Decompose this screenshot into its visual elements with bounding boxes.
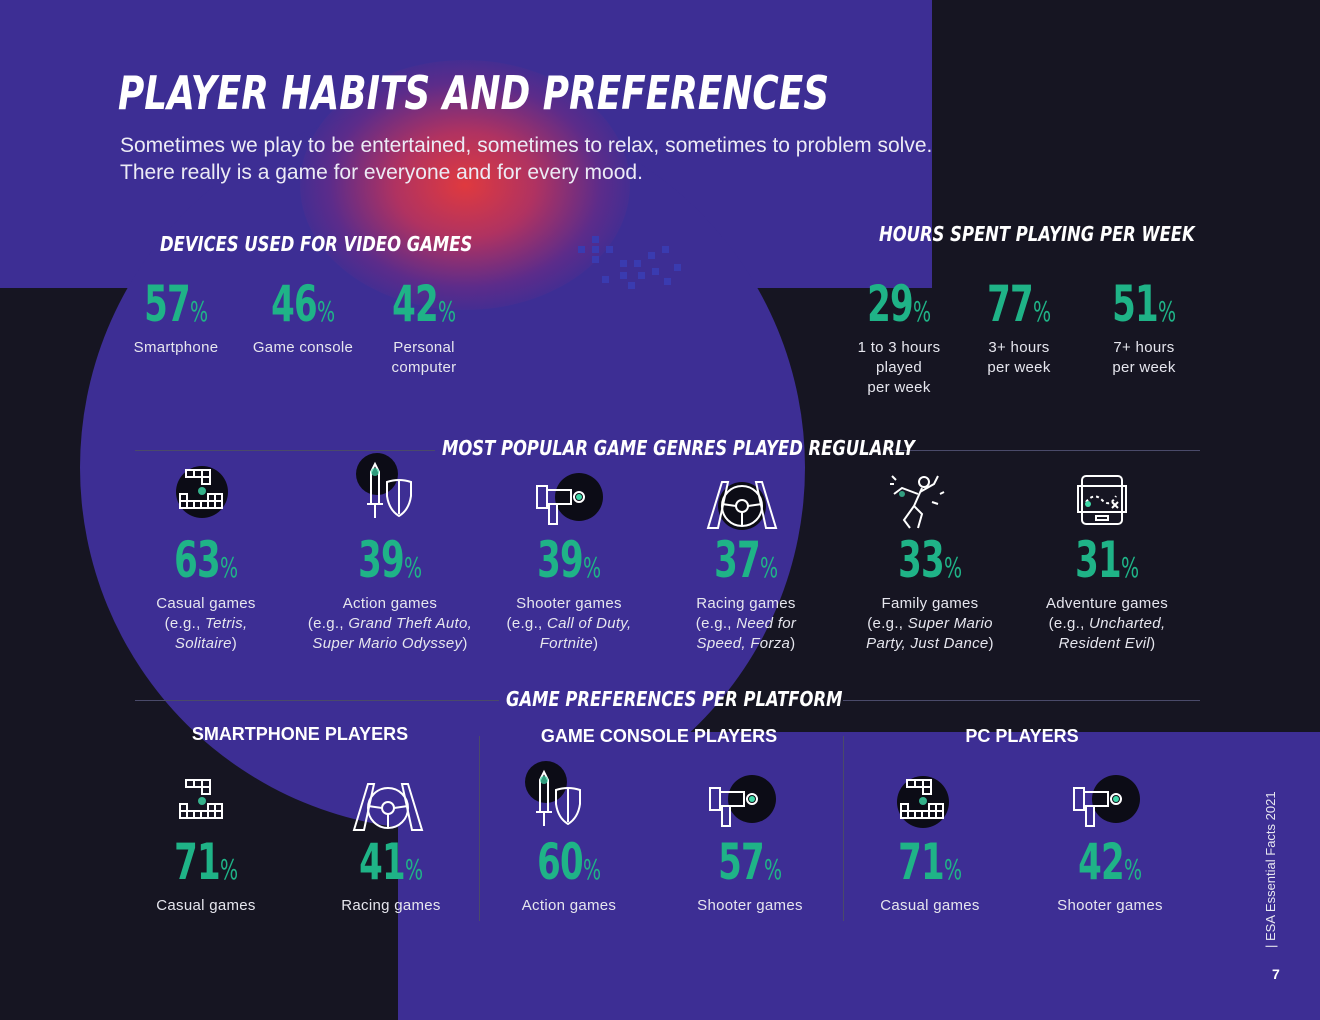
stat-value: 33% xyxy=(897,531,963,589)
steering-wheel-icon xyxy=(352,783,424,831)
page-subtitle: Sometimes we play to be entertained, som… xyxy=(120,132,932,186)
stat-label: Game console xyxy=(252,339,354,356)
genre-stat-action: 39% Action games (e.g., Grand Theft Auto… xyxy=(300,534,480,654)
blocks-icon xyxy=(179,779,223,819)
genre-stat-shooter: 39% Shooter games (e.g., Call of Duty, F… xyxy=(494,534,644,654)
pixel-dots-decoration xyxy=(578,236,698,296)
blaster-icon xyxy=(709,775,776,827)
stat-label: Smartphone xyxy=(133,339,219,356)
hours-stat-1-3: 29% 1 to 3 hours played per week xyxy=(824,278,974,398)
stat-label: Racing games xyxy=(341,897,441,914)
sword-shield-icon xyxy=(525,761,581,826)
divider xyxy=(843,700,1200,701)
blaster-icon xyxy=(536,473,603,525)
stat-value: 39% xyxy=(536,531,602,589)
subtitle-line-1: Sometimes we play to be entertained, som… xyxy=(120,134,933,157)
stat-value: 63% xyxy=(173,531,239,589)
stat-value: 29% xyxy=(866,275,932,333)
stat-label: Shooter games (e.g., Call of Duty, Fortn… xyxy=(506,595,632,652)
stat-value: 57% xyxy=(717,833,783,891)
smartphone-players-title: SMARTPHONE PLAYERS xyxy=(191,724,409,744)
sword-shield-icon xyxy=(356,453,412,518)
stat-label: Shooter games xyxy=(1057,897,1163,914)
smartphone-stat-racing: 41% Racing games xyxy=(316,836,466,916)
console-stat-shooter: 57% Shooter games xyxy=(675,836,825,916)
stat-label: 1 to 3 hours played per week xyxy=(857,339,941,396)
pc-stat-casual: 71% Casual games xyxy=(855,836,1005,916)
stat-value: 42% xyxy=(1077,833,1143,891)
blocks-icon xyxy=(176,466,228,518)
stat-label: 7+ hours per week xyxy=(1112,339,1176,376)
console-stat-action: 60% Action games xyxy=(494,836,644,916)
genre-stat-casual: 63% Casual games (e.g., Tetris, Solitair… xyxy=(131,534,281,654)
column-divider xyxy=(479,736,480,921)
stat-value: 71% xyxy=(173,833,239,891)
device-stat-console: 46% Game console xyxy=(228,278,378,358)
column-divider xyxy=(843,736,844,921)
blocks-icon xyxy=(897,776,949,828)
steering-wheel-icon xyxy=(706,481,778,530)
smartphone-stat-casual: 71% Casual games xyxy=(131,836,281,916)
stat-value: 31% xyxy=(1074,531,1140,589)
page-title: PLAYER HABITS AND PREFERENCES xyxy=(118,66,830,120)
subtitle-line-2: There really is a game for everyone and … xyxy=(120,161,643,184)
treasure-map-icon xyxy=(1077,475,1127,525)
stat-label: Family games (e.g., Super Mario Party, J… xyxy=(866,595,994,652)
stat-label: Personal computer xyxy=(391,339,457,376)
stat-label: Casual games xyxy=(880,897,980,914)
divider xyxy=(886,450,1200,451)
platforms-heading: GAME PREFERENCES PER PLATFORM xyxy=(506,687,843,711)
stat-label: 3+ hours per week xyxy=(987,339,1051,376)
stat-label: Action games (e.g., Grand Theft Auto, Su… xyxy=(307,595,473,652)
page-number: 7 xyxy=(1272,966,1280,982)
stat-label: Racing games (e.g., Need for Speed, Forz… xyxy=(695,595,797,652)
hours-stat-7plus: 51% 7+ hours per week xyxy=(1069,278,1219,378)
divider xyxy=(135,700,499,701)
hours-stat-3plus: 77% 3+ hours per week xyxy=(944,278,1094,378)
stat-value: 71% xyxy=(897,833,963,891)
stat-label: Action games xyxy=(521,897,617,914)
stat-value: 39% xyxy=(357,531,423,589)
genre-stat-racing: 37% Racing games (e.g., Need for Speed, … xyxy=(671,534,821,654)
stat-value: 37% xyxy=(713,531,779,589)
stat-value: 41% xyxy=(358,833,424,891)
side-footer-text: | ESA Essential Facts 2021 xyxy=(1263,791,1278,948)
pc-players-title: PC PLAYERS xyxy=(965,726,1079,746)
stat-label: Casual games xyxy=(156,897,256,914)
blaster-icon xyxy=(1073,775,1140,827)
hours-heading: HOURS SPENT PLAYING PER WEEK xyxy=(879,222,1195,246)
stat-value: 77% xyxy=(986,275,1052,333)
genre-stat-adventure: 31% Adventure games (e.g., Uncharted, Re… xyxy=(1027,534,1187,654)
device-stat-smartphone: 57% Smartphone xyxy=(101,278,251,358)
devices-heading: DEVICES USED FOR VIDEO GAMES xyxy=(160,232,473,256)
background-glow xyxy=(300,60,630,310)
stat-label: Shooter games xyxy=(697,897,803,914)
pc-stat-shooter: 42% Shooter games xyxy=(1035,836,1185,916)
console-players-title: GAME CONSOLE PLAYERS xyxy=(540,726,778,746)
stat-value: 51% xyxy=(1111,275,1177,333)
stat-value: 57% xyxy=(143,275,209,333)
divider xyxy=(135,450,435,451)
stat-label: Casual games (e.g., Tetris, Solitaire) xyxy=(156,595,256,652)
stat-label: Adventure games (e.g., Uncharted, Reside… xyxy=(1045,595,1169,652)
stat-value: 42% xyxy=(391,275,457,333)
genres-heading: MOST POPULAR GAME GENRES PLAYED REGULARL… xyxy=(442,436,915,460)
dancer-icon xyxy=(890,475,945,529)
stat-value: 60% xyxy=(536,833,602,891)
genre-stat-family: 33% Family games (e.g., Super Mario Part… xyxy=(845,534,1015,654)
stat-value: 46% xyxy=(270,275,336,333)
device-stat-pc: 42% Personal computer xyxy=(349,278,499,378)
